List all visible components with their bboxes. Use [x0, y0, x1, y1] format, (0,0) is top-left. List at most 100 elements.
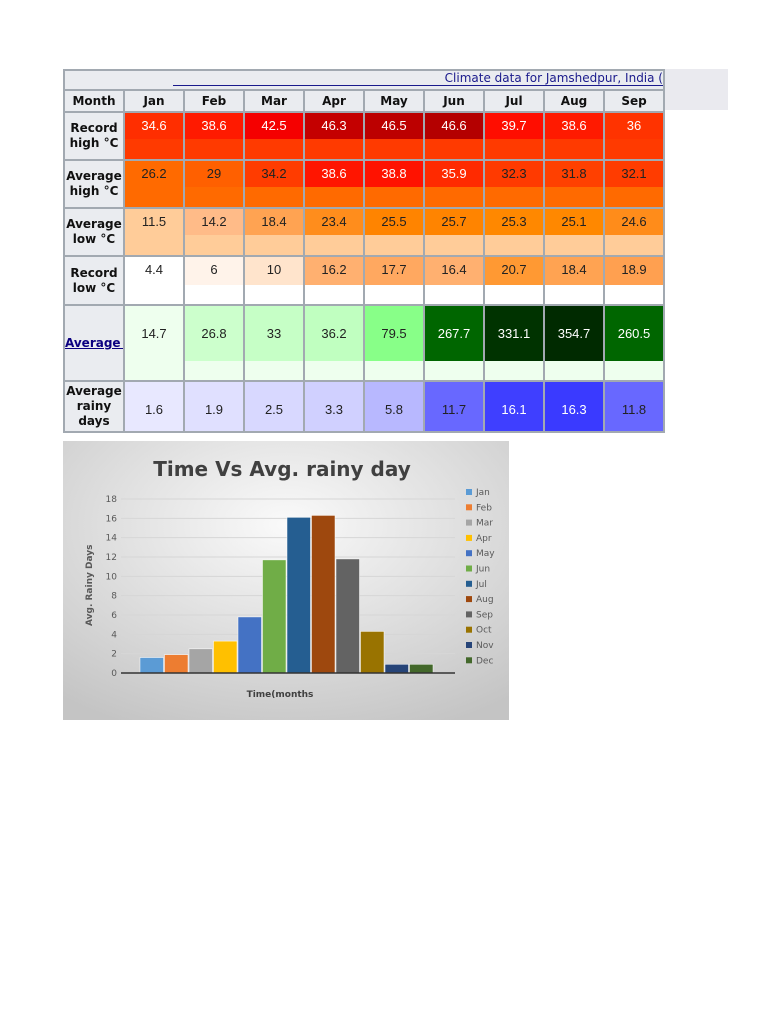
- cell-stripe: [545, 361, 603, 380]
- bar-sep: [335, 558, 360, 674]
- row-label-text: Record high °C: [69, 121, 119, 150]
- row-label: Average p: [65, 306, 123, 380]
- data-cell: 38.6: [545, 113, 603, 159]
- cell-value: 11.7: [441, 402, 467, 417]
- table-title: Climate data for Jamshedpur, India (: [65, 71, 663, 89]
- data-cell: 17.7: [365, 257, 423, 304]
- cell-stripe: [365, 361, 423, 380]
- data-cell: 23.4: [305, 209, 363, 255]
- cell-value: 26.8: [201, 326, 227, 341]
- month-header-sep: Sep: [605, 91, 663, 111]
- month-header-mar: Mar: [245, 91, 303, 111]
- data-cell: 18.4: [545, 257, 603, 304]
- data-cell: 16.2: [305, 257, 363, 304]
- month-header-jul: Jul: [485, 91, 543, 111]
- legend-swatch-jul: [466, 580, 472, 587]
- cell-value: 1.9: [204, 402, 224, 417]
- month-header: Month: [65, 91, 123, 111]
- row-label-link[interactable]: Average p: [65, 335, 123, 350]
- cell-value: 3.3: [324, 402, 344, 417]
- data-cell: 25.3: [485, 209, 543, 255]
- legend-label: Dec: [476, 656, 493, 666]
- data-cell: 16.1: [485, 382, 543, 431]
- cell-value: 16.1: [501, 402, 527, 417]
- cell-value: 14.7: [141, 326, 167, 341]
- x-axis-label: Time(months: [247, 690, 314, 700]
- legend-swatch-may: [466, 550, 472, 557]
- legend-swatch-apr: [466, 534, 472, 541]
- y-tick-label: 12: [106, 553, 117, 563]
- climate-table: Climate data for Jamshedpur, India ( Mon…: [63, 69, 665, 433]
- cell-stripe: [125, 235, 183, 255]
- cell-value: 23.4: [321, 214, 347, 229]
- data-cell: 25.1: [545, 209, 603, 255]
- bar-jul: [286, 517, 311, 674]
- data-cell: 14.7: [125, 306, 183, 380]
- legend-label: Aug: [476, 595, 494, 605]
- data-cell: 39.7: [485, 113, 543, 159]
- cell-stripe: [185, 139, 243, 159]
- data-cell: 5.8: [365, 382, 423, 431]
- month-header-may: May: [365, 91, 423, 111]
- cell-stripe: [305, 139, 363, 159]
- cell-stripe: [425, 285, 483, 304]
- data-cell: 331.1: [485, 306, 543, 380]
- cell-stripe: [605, 139, 663, 159]
- table-row: Record high °C 34.6 38.6 42.5 46.3 46.5 46.6 39…: [65, 113, 663, 159]
- cell-stripe: [125, 139, 183, 159]
- data-cell: 38.6: [185, 113, 243, 159]
- bar-jun: [262, 559, 287, 674]
- legend-label: Mar: [476, 519, 493, 529]
- cell-value: 35.9: [441, 166, 467, 181]
- cell-value: 11.8: [621, 402, 647, 417]
- bar-jan: [139, 657, 164, 674]
- table-row: Average high °C 26.2 29 34.2 38.6 38.8 35.9 32.…: [65, 161, 663, 207]
- cell-value: 32.1: [621, 166, 647, 181]
- data-cell: 38.6: [305, 161, 363, 207]
- row-label: Average low °C: [65, 209, 123, 255]
- cell-value: 36.2: [321, 326, 347, 341]
- row-label-text: Average high °C: [66, 169, 122, 198]
- cell-stripe: [485, 361, 543, 380]
- cell-stripe: [425, 361, 483, 380]
- data-cell: 26.8: [185, 306, 243, 380]
- cell-stripe: [605, 285, 663, 304]
- bar-mar: [188, 648, 213, 674]
- cell-stripe: [425, 187, 483, 207]
- cell-value: 16.3: [561, 402, 587, 417]
- data-cell: 34.6: [125, 113, 183, 159]
- cell-value: 39.7: [501, 118, 527, 133]
- legend-label: Feb: [476, 503, 492, 513]
- cell-stripe: [245, 139, 303, 159]
- table-title-link[interactable]: Climate data for Jamshedpur, India (: [173, 71, 663, 86]
- legend-swatch-nov: [466, 642, 472, 648]
- cell-value: 260.5: [617, 326, 651, 341]
- data-cell: 46.6: [425, 113, 483, 159]
- cell-stripe: [425, 235, 483, 255]
- data-cell: 36.2: [305, 306, 363, 380]
- cell-stripe: [125, 187, 183, 207]
- cell-value: 79.5: [381, 326, 407, 341]
- month-header-apr: Apr: [305, 91, 363, 111]
- data-cell: 32.3: [485, 161, 543, 207]
- y-tick-label: 8: [111, 592, 117, 602]
- cell-value: 25.3: [501, 214, 527, 229]
- cell-value: 267.7: [437, 326, 471, 341]
- row-label-text: Record low °C: [70, 265, 118, 295]
- cell-stripe: [605, 235, 663, 255]
- bar-dec: [409, 664, 434, 674]
- data-cell: 16.4: [425, 257, 483, 304]
- cell-value: 42.5: [261, 118, 287, 133]
- cell-value: 5.8: [384, 402, 404, 417]
- cell-stripe: [305, 235, 363, 255]
- cell-value: 17.7: [381, 262, 407, 277]
- cell-stripe: [245, 187, 303, 207]
- data-cell: 25.7: [425, 209, 483, 255]
- cell-stripe: [545, 139, 603, 159]
- cell-value: 36: [626, 118, 642, 133]
- data-cell: 354.7: [545, 306, 603, 380]
- cell-stripe: [305, 361, 363, 380]
- legend-label: May: [476, 549, 495, 559]
- data-cell: 18.4: [245, 209, 303, 255]
- legend-swatch-jun: [466, 565, 472, 572]
